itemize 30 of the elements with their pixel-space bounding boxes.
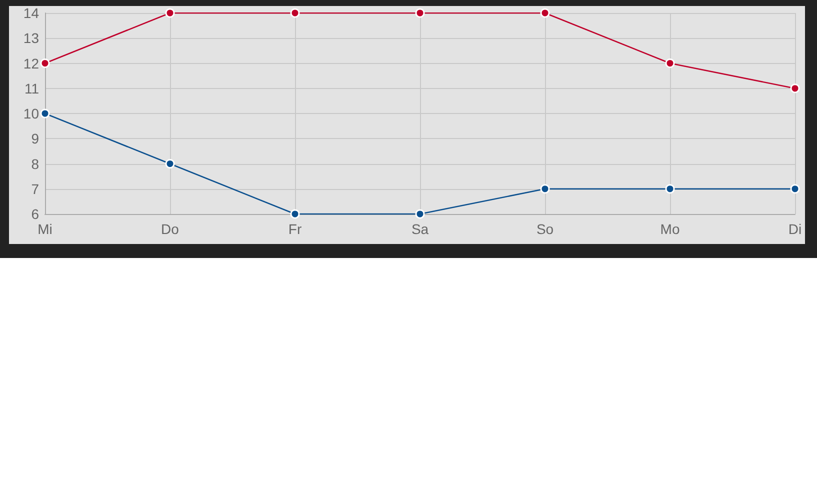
point [665,184,675,194]
point [540,184,550,194]
x-tick-label: Sa [411,221,429,237]
y-tick-label: 12 [23,55,40,72]
y-tick-label: 7 [31,180,40,197]
x-tick-label: Fr [288,221,302,237]
y-tick-label: 10 [23,106,40,122]
point [790,84,800,94]
y-tick-label: 11 [24,80,40,96]
x-tick-label: Do [161,221,180,237]
point [415,8,425,18]
x-tick-label: Di [788,221,802,237]
y-tick-label: 13 [23,30,40,46]
point [540,8,550,18]
x-tick-label: Mi [38,221,52,237]
point [790,184,800,194]
point [165,159,175,168]
point [40,108,50,118]
y-tick-label: 9 [31,130,40,147]
x-tick-label: Mo [660,221,680,237]
point [415,209,425,219]
y-tick-label: 8 [31,156,40,172]
y-tick-label: 6 [31,206,40,222]
point [290,209,300,219]
point [165,8,175,18]
point [290,8,300,18]
x-tick-label: So [536,221,554,237]
point [40,58,50,68]
y-tick-label: 14 [23,5,40,21]
point [665,58,675,68]
